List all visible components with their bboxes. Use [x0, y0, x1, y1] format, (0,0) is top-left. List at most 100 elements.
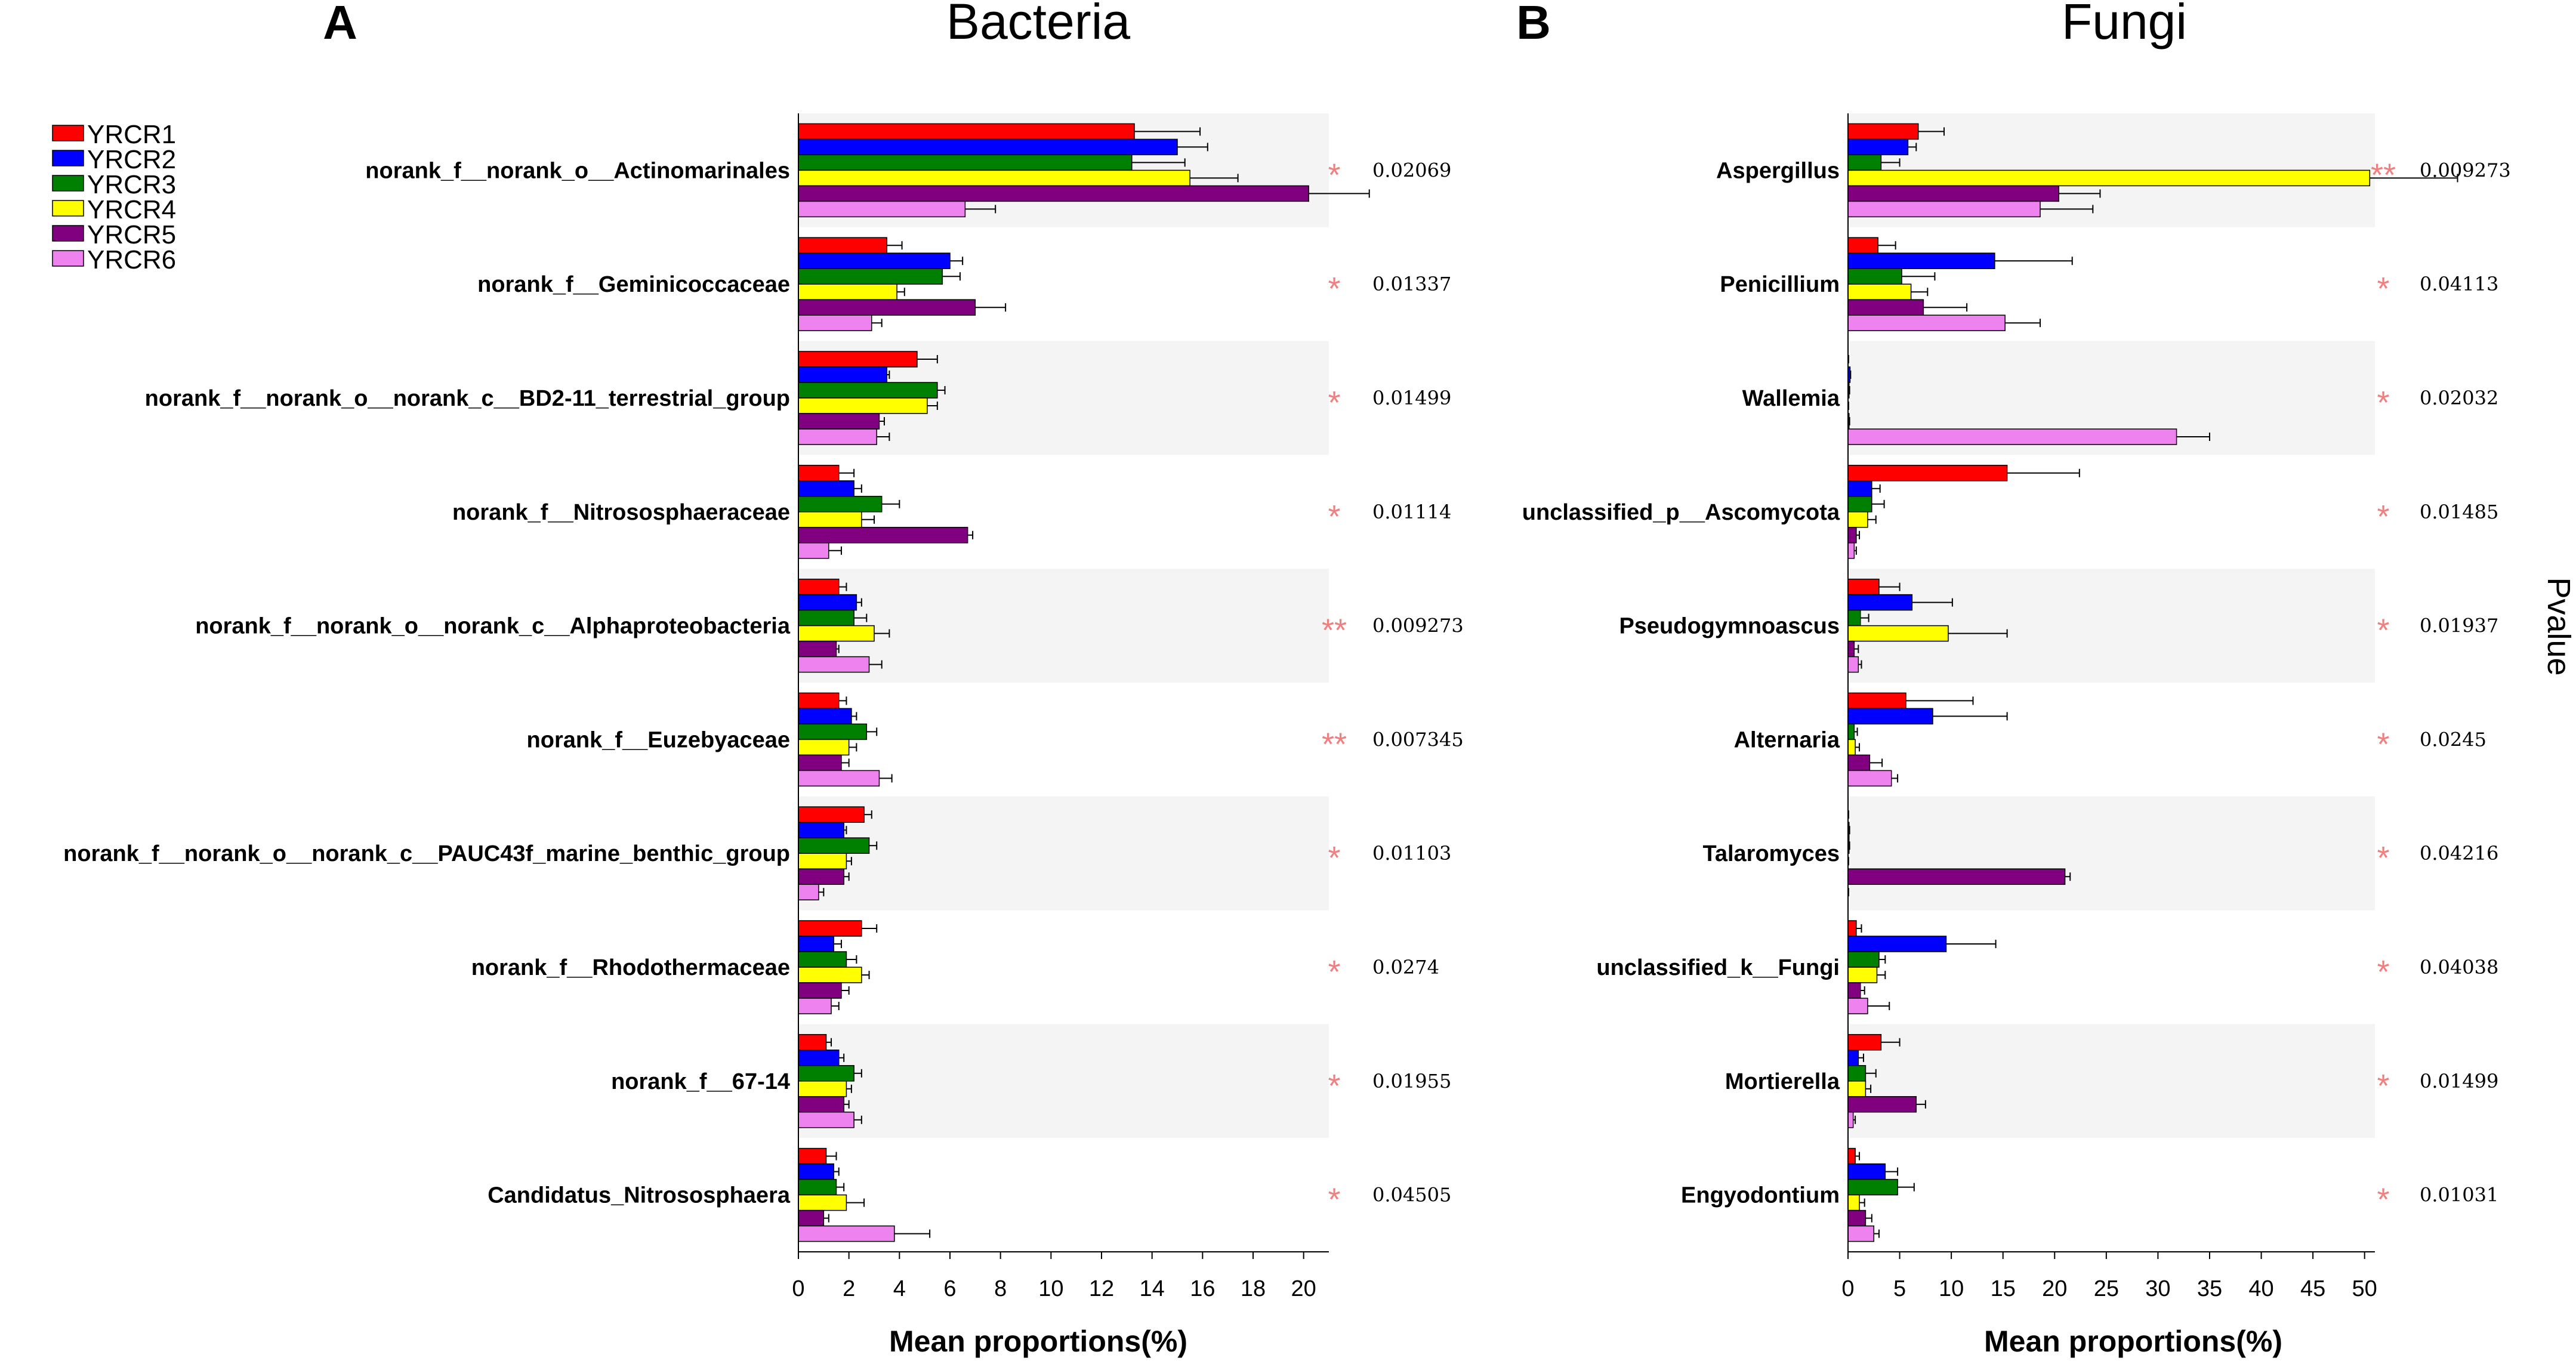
fungi-bar-yrcr1-10 — [1847, 1147, 1856, 1165]
fungi-category-label: Engyodontium — [1681, 1183, 1840, 1208]
bacteria-bar-yrcr5-1 — [798, 185, 1309, 202]
bacteria-bar-yrcr2-9 — [798, 1050, 840, 1066]
bacteria-row-band — [798, 1024, 1329, 1138]
fungi-bar-yrcr2-1 — [1847, 138, 1909, 156]
bacteria-bar-yrcr6-2 — [798, 314, 872, 331]
bacteria-pvalue: 0.007345 — [1372, 728, 1464, 751]
legend-swatch-yrcr6 — [52, 250, 84, 267]
bacteria-bar-yrcr6-1 — [798, 200, 966, 218]
fungi-x-tick-label: 50 — [2352, 1276, 2377, 1301]
bacteria-bar-yrcr4-6 — [798, 739, 850, 756]
fungi-significance-marker: * — [2377, 613, 2389, 649]
fungi-category-label: Talaromyces — [1702, 841, 1840, 866]
bacteria-bar-yrcr3-3 — [798, 382, 938, 399]
legend-label-yrcr5: YRCR5 — [87, 220, 176, 249]
bacteria-bar-yrcr4-1 — [798, 169, 1190, 187]
bacteria-category-label: norank_f__Euzebyaceae — [527, 727, 790, 752]
bacteria-x-tick-label: 12 — [1089, 1276, 1114, 1301]
bacteria-category-label: norank_f__Rhodothermaceae — [471, 955, 790, 980]
fungi-panel: B Fungi Aspergillus ** 0.009273Penicillium… — [1516, 0, 2511, 1358]
bacteria-bar-yrcr5-8 — [798, 982, 842, 999]
fungi-pvalue: 0.0245 — [2420, 728, 2486, 751]
fungi-bar-yrcr1-6 — [1847, 692, 1906, 709]
bacteria-bar-yrcr2-3 — [798, 366, 887, 383]
fungi-significance-marker: * — [2377, 726, 2389, 762]
bacteria-bar-yrcr3-9 — [798, 1065, 854, 1082]
bacteria-bar-yrcr5-2 — [798, 299, 976, 316]
bacteria-pvalue: 0.009273 — [1372, 615, 1464, 637]
bacteria-bar-yrcr4-7 — [798, 853, 847, 869]
fungi-bar-yrcr1-4 — [1847, 465, 2008, 482]
fungi-category-label: Alternaria — [1734, 727, 1840, 752]
bacteria-bar-yrcr4-2 — [798, 283, 897, 300]
fungi-bar-yrcr4-6 — [1847, 739, 1856, 756]
bacteria-bar-yrcr1-2 — [798, 237, 887, 254]
fungi-bar-yrcr2-10 — [1847, 1163, 1886, 1180]
bacteria-significance-marker: ** — [1322, 613, 1347, 649]
legend-swatch-yrcr2 — [52, 150, 84, 166]
bacteria-bar-yrcr5-9 — [798, 1096, 844, 1113]
fungi-bar-yrcr6-9 — [1847, 1112, 1854, 1128]
bacteria-row-band — [798, 569, 1329, 683]
fungi-bar-yrcr3-10 — [1847, 1178, 1898, 1196]
fungi-bar-yrcr1-8 — [1847, 920, 1857, 937]
fungi-row-band — [1848, 1024, 2375, 1138]
fungi-bar-yrcr6-1 — [1847, 200, 2041, 218]
bacteria-pvalue: 0.01955 — [1372, 1070, 1451, 1093]
fungi-bar-yrcr5-5 — [1847, 640, 1855, 658]
fungi-x-tick-label: 15 — [1991, 1276, 2016, 1301]
bacteria-bar-yrcr4-4 — [798, 511, 862, 528]
fungi-bar-yrcr5-10 — [1847, 1209, 1867, 1227]
fungi-bar-yrcr1-9 — [1847, 1034, 1882, 1051]
fungi-bar-yrcr4-5 — [1847, 625, 1949, 642]
fungi-pvalue: 0.01031 — [2420, 1184, 2498, 1206]
bacteria-x-tick-label: 0 — [792, 1276, 804, 1301]
bacteria-bar-yrcr2-1 — [798, 138, 1178, 156]
fungi-x-tick-label: 40 — [2248, 1276, 2273, 1301]
bacteria-bar-yrcr4-10 — [798, 1194, 847, 1211]
fungi-category-label: unclassified_k__Fungi — [1596, 955, 1840, 980]
bacteria-significance-marker: * — [1328, 499, 1340, 535]
fungi-bar-yrcr3-5 — [1847, 609, 1861, 627]
bacteria-category-label: norank_f__norank_o__norank_c__PAUC43f_ma… — [63, 841, 790, 866]
fungi-category-label: Mortierella — [1725, 1069, 1840, 1094]
bacteria-bar-yrcr3-2 — [798, 268, 943, 285]
fungi-bar-yrcr6-8 — [1847, 998, 1868, 1014]
fungi-significance-marker: ** — [2371, 157, 2396, 193]
legend-label-yrcr1: YRCR1 — [87, 120, 176, 149]
fungi-x-axis-label: Mean proportions(%) — [1984, 1325, 2282, 1358]
bacteria-category-label: norank_f__Geminicoccaceae — [477, 272, 790, 297]
fungi-bar-yrcr3-1 — [1847, 154, 1882, 171]
panel-letter-a: A — [323, 0, 357, 49]
fungi-bar-yrcr5-2 — [1847, 299, 1924, 316]
fungi-x-tick-label: 25 — [2094, 1276, 2119, 1301]
fungi-bar-yrcr2-8 — [1847, 936, 1947, 952]
fungi-pvalue: 0.04216 — [2420, 842, 2498, 865]
legend-label-yrcr4: YRCR4 — [87, 195, 176, 224]
bacteria-bar-yrcr5-5 — [798, 640, 837, 658]
fungi-significance-marker: * — [2377, 271, 2389, 307]
fungi-pvalue: 0.02032 — [2420, 387, 2498, 409]
bacteria-bar-yrcr6-6 — [798, 770, 880, 787]
fungi-bar-yrcr5-6 — [1847, 754, 1871, 772]
fungi-bar-yrcr1-2 — [1847, 237, 1878, 254]
fungi-bar-yrcr6-5 — [1847, 656, 1859, 673]
bacteria-bar-yrcr3-1 — [798, 154, 1133, 171]
fungi-significance-marker: * — [2377, 1068, 2389, 1104]
fungi-category-label: Aspergillus — [1716, 158, 1840, 183]
fungi-bar-yrcr2-6 — [1847, 708, 1933, 725]
fungi-bar-yrcr2-9 — [1847, 1050, 1859, 1066]
bacteria-bar-yrcr4-8 — [798, 967, 862, 983]
legend-swatch-yrcr1 — [52, 125, 84, 141]
bacteria-bar-yrcr6-4 — [798, 542, 829, 559]
bacteria-bar-yrcr2-5 — [798, 594, 857, 611]
bacteria-significance-marker: * — [1328, 840, 1340, 876]
bacteria-bar-yrcr2-10 — [798, 1163, 835, 1180]
bacteria-bar-yrcr6-9 — [798, 1112, 854, 1128]
fungi-title: Fungi — [2062, 0, 2187, 50]
bacteria-pvalue: 0.04505 — [1372, 1184, 1451, 1206]
legend-swatch-yrcr3 — [52, 175, 84, 192]
fungi-significance-marker: * — [2377, 385, 2389, 421]
